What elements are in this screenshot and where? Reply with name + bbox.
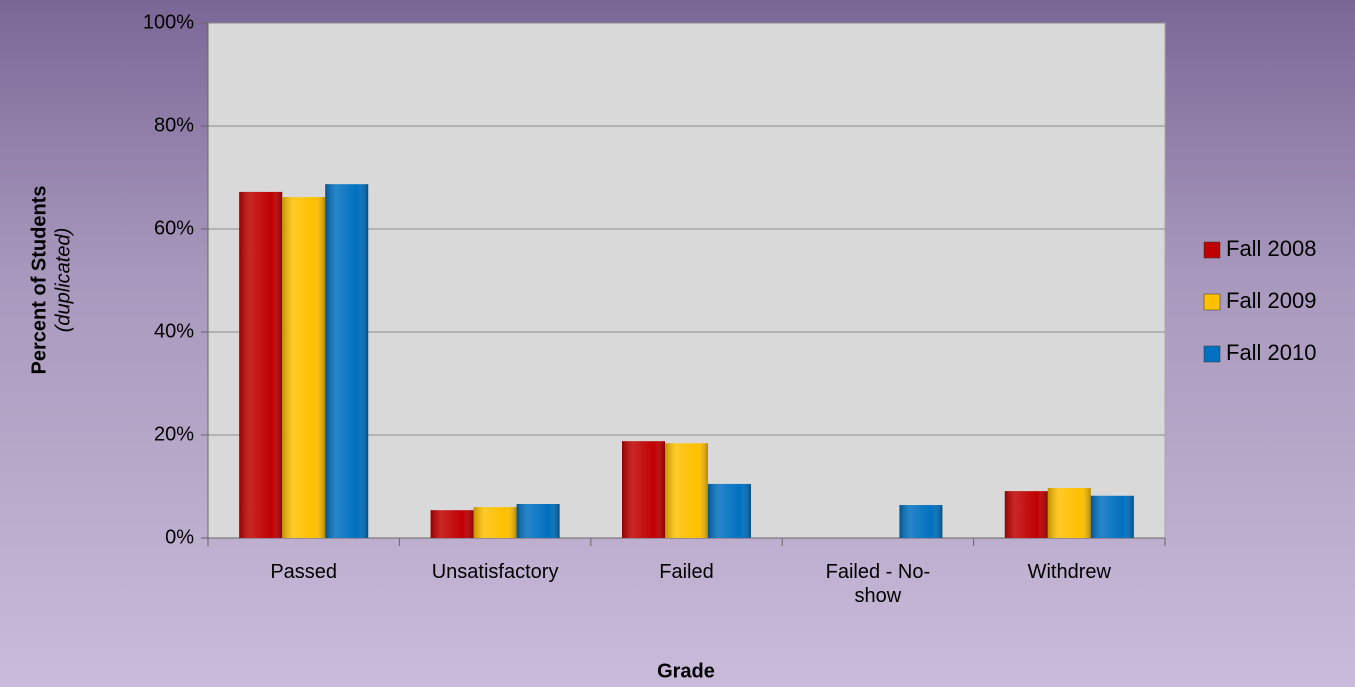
x-tick-label: Withdrew [1027,561,1111,583]
legend-label: Fall 2008 [1226,236,1317,261]
legend-swatch [1203,345,1221,363]
bar-shine [430,510,474,538]
y-tick-label: 60% [154,217,194,239]
bar-shine [325,184,369,538]
y-tick-label: 0% [165,526,194,548]
bar-shine [1047,488,1091,538]
x-tick-label: Failed [659,561,714,583]
bar-shine [239,191,283,539]
x-tick-label: Failed - No-show [825,561,931,607]
y-axis-label: Percent of Students [28,186,50,375]
y-tick-label: 40% [154,320,194,342]
bar-shine [516,504,560,538]
legend-swatch [1203,241,1221,259]
bar-shine [708,483,751,538]
bar-shine [1090,495,1134,538]
legend-label: Fall 2009 [1226,288,1317,313]
y-tick-label: 100% [143,11,194,33]
y-axis-note: (duplicated) [52,228,74,333]
x-tick-label: Passed [270,561,338,583]
bar-shine [622,441,665,538]
bar-shine [1004,491,1048,538]
bar-shine [473,507,517,538]
x-tick-label: Unsatisfactory [431,561,559,583]
x-axis-label: Grade [657,660,715,682]
legend-label: Fall 2010 [1226,340,1317,365]
legend-swatch [1203,293,1221,311]
bar-shine [899,505,943,538]
y-tick-label: 80% [154,114,194,136]
bar-shine [665,443,708,538]
bar-shine [282,197,326,538]
y-tick-label: 20% [154,423,194,445]
